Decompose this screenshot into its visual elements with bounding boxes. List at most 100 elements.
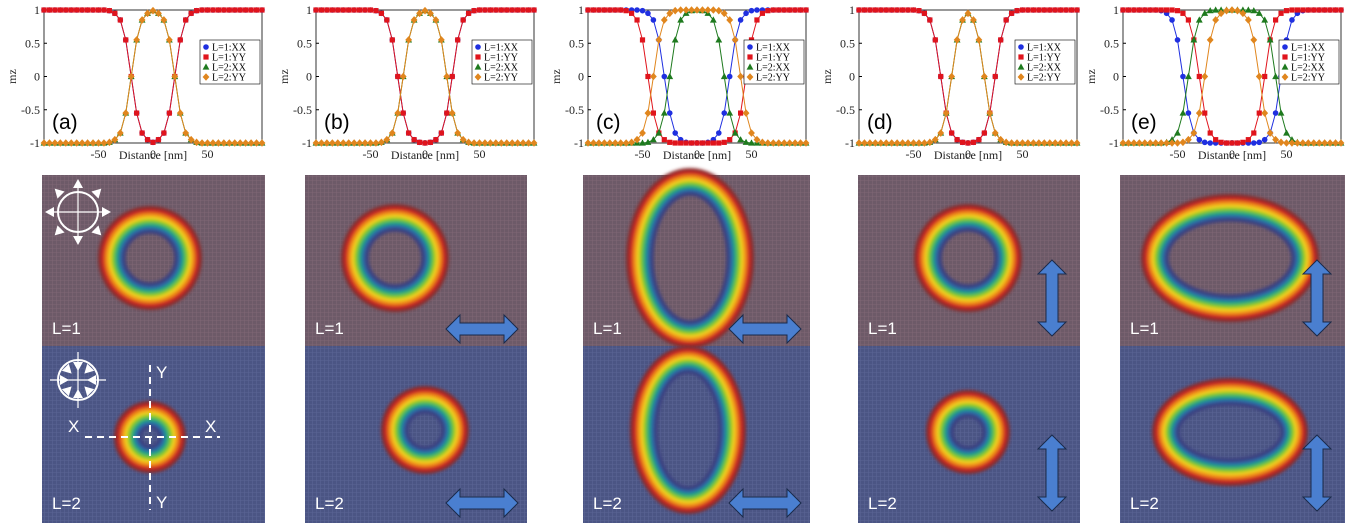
data-point bbox=[259, 7, 264, 12]
legend-marker bbox=[475, 54, 480, 59]
data-point bbox=[607, 7, 612, 12]
data-point bbox=[1306, 7, 1311, 12]
data-point bbox=[716, 130, 722, 136]
data-point bbox=[856, 7, 861, 12]
y-tick-label: -1 bbox=[845, 136, 855, 150]
data-point bbox=[167, 110, 172, 115]
x-axis-label: Distance [nm] bbox=[119, 148, 187, 162]
legend-marker bbox=[203, 54, 208, 59]
y-tick-label: -1 bbox=[30, 136, 40, 150]
x-axis-label: Distance [nm] bbox=[934, 148, 1002, 162]
data-point bbox=[672, 130, 678, 136]
data-point bbox=[1036, 7, 1041, 12]
data-point bbox=[645, 11, 651, 17]
data-point bbox=[949, 130, 954, 135]
data-point bbox=[1025, 7, 1030, 12]
legend-marker bbox=[203, 44, 209, 50]
data-point bbox=[694, 140, 699, 145]
legend-label: L=2:YY bbox=[484, 73, 518, 84]
layer-label: L=1 bbox=[593, 319, 622, 338]
y-tick-label: 0 bbox=[34, 70, 40, 84]
data-point bbox=[150, 140, 155, 145]
data-point bbox=[199, 7, 204, 12]
legend-marker bbox=[1018, 44, 1024, 50]
data-point bbox=[722, 140, 727, 145]
data-point bbox=[52, 7, 57, 12]
data-point bbox=[782, 7, 787, 12]
x-tick-label: 50 bbox=[474, 147, 486, 161]
y-tick-label: 0 bbox=[1113, 70, 1119, 84]
y-tick-label: -1 bbox=[1109, 136, 1119, 150]
legend-label: L=2:YY bbox=[212, 73, 246, 84]
x-tick-label: -50 bbox=[363, 147, 379, 161]
data-point bbox=[689, 140, 694, 145]
data-point bbox=[373, 8, 378, 13]
data-point bbox=[1064, 7, 1069, 12]
data-point bbox=[107, 8, 112, 13]
data-point bbox=[384, 17, 389, 22]
data-point bbox=[134, 110, 139, 115]
data-point bbox=[678, 140, 683, 145]
y-tick-label: 0.5 bbox=[297, 36, 312, 50]
y-tick-label: 0.5 bbox=[569, 36, 584, 50]
data-point bbox=[798, 7, 803, 12]
data-point bbox=[1137, 7, 1142, 12]
data-point bbox=[461, 17, 466, 22]
data-point bbox=[1175, 37, 1181, 43]
data-point bbox=[1224, 140, 1229, 145]
data-point bbox=[1047, 7, 1052, 12]
x-tick-label: -50 bbox=[91, 147, 107, 161]
layer-label: L=2 bbox=[315, 494, 344, 513]
layer-label: L=2 bbox=[52, 494, 81, 513]
divergent-icon bbox=[45, 179, 111, 245]
legend-marker bbox=[475, 44, 481, 50]
legend-label: L=2:YY bbox=[1027, 73, 1061, 84]
data-point bbox=[1180, 11, 1185, 16]
y-tick-label: 0.5 bbox=[840, 36, 855, 50]
legend-label: L=2:YY bbox=[756, 73, 790, 84]
data-point bbox=[69, 7, 74, 12]
panel-annotation: (d) bbox=[867, 111, 893, 134]
data-point bbox=[313, 7, 318, 12]
data-point bbox=[1175, 8, 1180, 13]
data-point bbox=[238, 7, 243, 12]
data-point bbox=[1208, 130, 1213, 135]
data-point bbox=[895, 7, 900, 12]
y-tick-label: 0.5 bbox=[1104, 36, 1119, 50]
data-point bbox=[1213, 137, 1218, 142]
data-point bbox=[189, 11, 194, 16]
data-point bbox=[993, 74, 998, 79]
data-point bbox=[118, 17, 123, 22]
y-tick-label: 1 bbox=[578, 3, 584, 17]
data-point bbox=[526, 7, 531, 12]
data-point bbox=[629, 11, 634, 16]
y-tick-label: 1 bbox=[1113, 3, 1119, 17]
data-point bbox=[510, 7, 515, 12]
data-point bbox=[243, 7, 248, 12]
data-point bbox=[1219, 140, 1224, 145]
data-point bbox=[1197, 74, 1202, 79]
data-point bbox=[684, 140, 689, 145]
y-axis-label: mz bbox=[5, 69, 19, 84]
data-point bbox=[493, 7, 498, 12]
layer-label: L=2 bbox=[868, 494, 897, 513]
data-point bbox=[232, 7, 237, 12]
data-point bbox=[221, 7, 226, 12]
x-tick-label: 50 bbox=[202, 147, 214, 161]
data-point bbox=[721, 110, 727, 116]
data-point bbox=[352, 7, 357, 12]
data-point bbox=[873, 7, 878, 12]
data-point bbox=[101, 7, 106, 12]
data-point bbox=[1031, 7, 1036, 12]
data-point bbox=[422, 140, 427, 145]
data-point bbox=[156, 137, 161, 142]
data-point bbox=[640, 8, 646, 14]
data-point bbox=[998, 37, 1003, 42]
data-point bbox=[412, 137, 417, 142]
data-point bbox=[1074, 7, 1079, 12]
data-point bbox=[900, 7, 905, 12]
legend-marker bbox=[1282, 44, 1288, 50]
data-point bbox=[471, 8, 476, 13]
data-point bbox=[444, 110, 449, 115]
data-point bbox=[927, 17, 932, 22]
